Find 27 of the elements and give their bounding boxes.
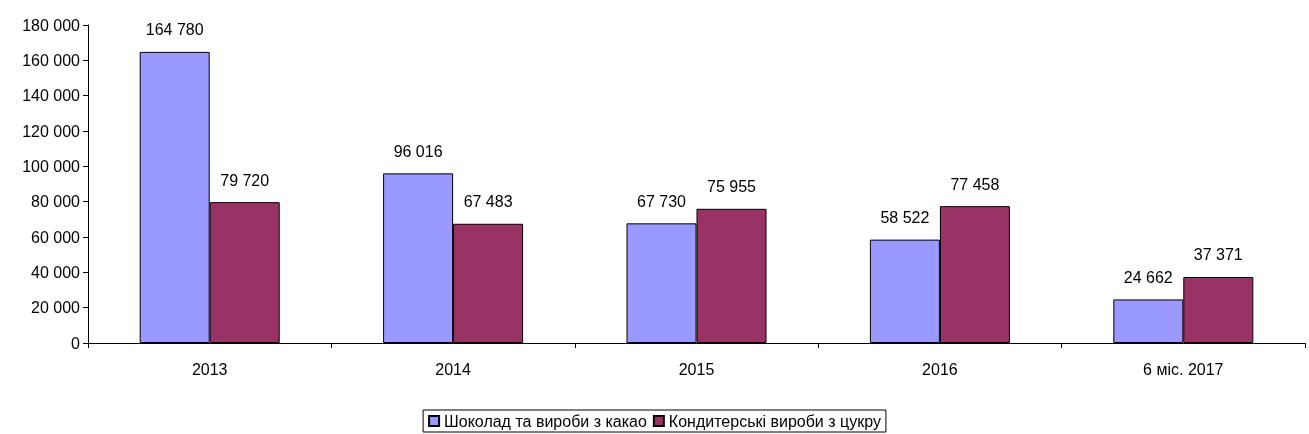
legend-label: Шоколад та вироби з какао [444,412,647,430]
y-tick-label: 120 000 [22,122,81,140]
y-tick-label: 60 000 [31,228,81,246]
x-tick-label: 6 міс. 2017 [1143,360,1224,378]
data-label: 96 016 [393,142,443,160]
y-tick-label: 20 000 [31,299,81,317]
data-label: 24 662 [1123,268,1173,286]
legend-label: Кондитерські вироби з цукру [668,412,881,430]
data-label: 67 483 [463,193,513,211]
y-tick-label: 140 000 [22,87,81,105]
data-label: 164 780 [145,21,204,39]
x-tick-label: 2014 [435,360,471,378]
data-label: 58 522 [880,209,930,227]
x-tick-label: 2013 [191,360,228,378]
data-label: 67 730 [637,192,687,210]
y-tick-label: 180 000 [22,16,81,34]
x-tick-label: 2015 [678,360,715,378]
y-tick-label: 100 000 [22,157,81,175]
y-tick-label: 80 000 [31,193,81,211]
data-label: 75 955 [707,178,757,196]
data-label: 79 720 [220,171,270,189]
x-tick-label: 2016 [922,360,958,378]
data-label: 77 458 [950,175,1000,193]
data-label: 37 371 [1193,246,1243,264]
y-tick-label: 160 000 [22,51,81,69]
y-tick-label: 40 000 [31,263,81,281]
y-tick-label: 0 [71,334,81,352]
